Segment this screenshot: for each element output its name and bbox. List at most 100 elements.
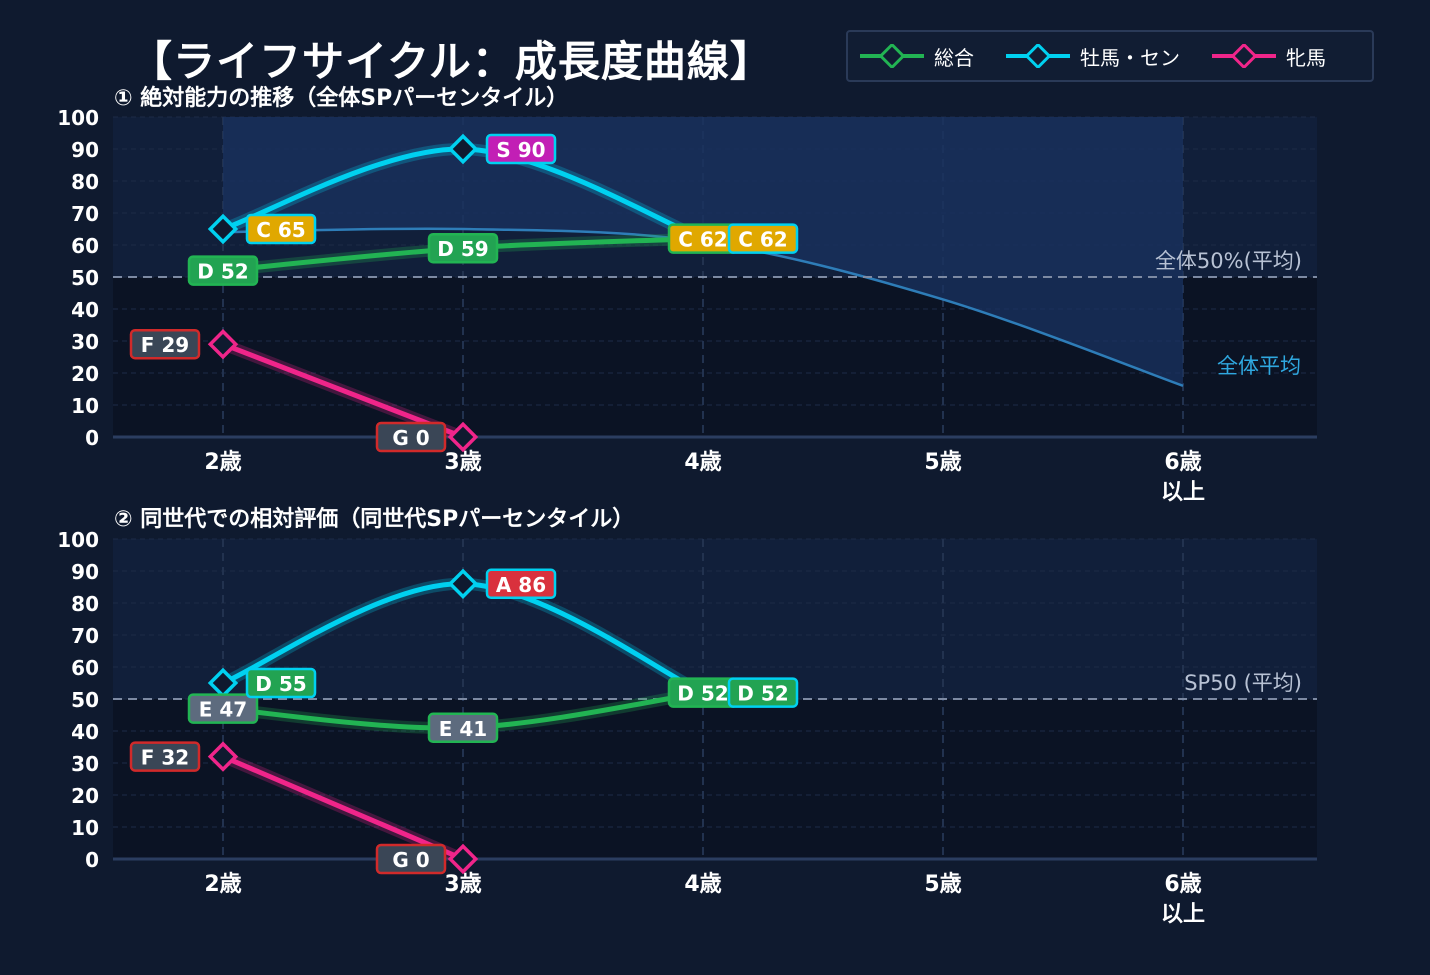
- data-point-marker: [447, 133, 479, 165]
- data-label-text: E 41: [439, 717, 487, 741]
- legend-female-marker-icon: [1212, 44, 1276, 68]
- data-label: A 86: [485, 568, 557, 600]
- data-label: D 52: [187, 255, 259, 286]
- y-tick-label: 80: [71, 592, 99, 616]
- data-label-box: [245, 667, 317, 699]
- x-tick-label: 6歳: [1164, 450, 1201, 475]
- data-label-text: D 52: [677, 682, 728, 706]
- data-label-box: [375, 421, 447, 453]
- legend-male-marker-icon: [1006, 44, 1070, 68]
- data-label: G 0: [375, 843, 447, 875]
- y-tick-label: 50: [71, 266, 99, 290]
- x-tick-label: 2歳: [204, 872, 241, 897]
- data-label-text: C 65: [256, 218, 305, 242]
- data-label-box: [375, 843, 447, 875]
- data-point-marker: [447, 421, 479, 453]
- legend-item-female: 牝馬: [1212, 42, 1326, 71]
- data-label-box: [485, 133, 557, 165]
- data-label-text: D 59: [437, 237, 488, 261]
- x-tick-label: 以上: [1161, 480, 1205, 505]
- legend: 総合 牡馬・セン 牝馬: [846, 30, 1374, 82]
- data-label-box: [427, 232, 499, 264]
- y-tick-label: 40: [71, 298, 99, 322]
- data-label-text: D 55: [255, 672, 306, 696]
- data-label-text: F 32: [141, 746, 189, 770]
- data-label-box: [187, 693, 259, 724]
- x-tick-label: 5歳: [924, 872, 961, 897]
- average-area: [223, 117, 1183, 386]
- y-tick-label: 30: [71, 752, 99, 776]
- legend-overall-marker-icon: [860, 44, 924, 68]
- x-tick-label: 6歳: [1164, 872, 1201, 897]
- data-label-box: [129, 741, 201, 772]
- data-label-text: C 62: [738, 228, 787, 252]
- data-point-marker: [207, 213, 239, 245]
- y-tick-label: 20: [71, 784, 99, 808]
- data-label: D 52: [667, 677, 739, 708]
- reference-line-label: SP50 (平均): [1184, 671, 1302, 695]
- data-point-marker: [207, 667, 239, 699]
- legend-label-male: 牡馬・セン: [1080, 45, 1180, 70]
- y-tick-label: 60: [71, 234, 99, 258]
- y-tick-label: 10: [71, 394, 99, 418]
- y-tick-label: 80: [71, 170, 99, 194]
- y-tick-label: 70: [71, 624, 99, 648]
- y-tick-label: 0: [85, 426, 99, 450]
- chart-title: 【ライフサイクル：成長度曲線】: [130, 37, 773, 86]
- data-label: C 62: [727, 223, 799, 254]
- data-label-box: [727, 223, 799, 254]
- y-tick-label: 0: [85, 848, 99, 872]
- y-tick-label: 50: [71, 688, 99, 712]
- data-point-marker: [447, 843, 479, 875]
- y-tick-label: 70: [71, 202, 99, 226]
- panel1-title: ① 絶対能力の推移（全体SPパーセンタイル）: [114, 86, 569, 111]
- y-tick-label: 90: [71, 138, 99, 162]
- data-label: D 55: [245, 667, 317, 699]
- data-label: E 47: [187, 693, 259, 724]
- legend-item-overall: 総合: [860, 42, 974, 71]
- y-tick-label: 40: [71, 720, 99, 744]
- y-tick-label: 100: [57, 106, 99, 130]
- legend-item-male: 牡馬・セン: [1006, 42, 1180, 71]
- x-tick-label: 3歳: [444, 872, 481, 897]
- data-label: G 0: [375, 421, 447, 453]
- y-tick-label: 30: [71, 330, 99, 354]
- data-label: F 29: [129, 328, 201, 360]
- data-label-text: D 52: [197, 260, 248, 284]
- data-point-marker: [207, 328, 239, 360]
- x-tick-label: 5歳: [924, 450, 961, 475]
- legend-label-overall: 総合: [934, 45, 974, 70]
- x-tick-label: 3歳: [444, 450, 481, 475]
- data-label-text: F 29: [141, 333, 189, 357]
- data-label-text: S 90: [496, 138, 545, 162]
- average-curve-label: 全体平均: [1217, 354, 1301, 378]
- y-tick-label: 20: [71, 362, 99, 386]
- y-tick-label: 60: [71, 656, 99, 680]
- data-label-box: [129, 328, 201, 360]
- data-label: F 32: [129, 741, 201, 772]
- panel2-title: ② 同世代での相対評価（同世代SPパーセンタイル）: [114, 507, 635, 532]
- data-label-box: [245, 213, 317, 245]
- data-label-text: E 47: [199, 698, 247, 722]
- data-label-box: [427, 712, 499, 744]
- y-tick-label: 100: [57, 528, 99, 552]
- data-label-text: A 86: [496, 573, 546, 597]
- data-label: S 90: [485, 133, 557, 165]
- data-label-text: G 0: [392, 426, 429, 450]
- data-label-box: [485, 568, 557, 600]
- x-tick-label: 4歳: [684, 872, 721, 897]
- y-tick-label: 90: [71, 560, 99, 584]
- data-point-marker: [207, 741, 239, 772]
- data-label: D 59: [427, 232, 499, 264]
- reference-line-label: 全体50%(平均): [1155, 249, 1302, 273]
- data-label: E 41: [427, 712, 499, 744]
- x-tick-label: 以上: [1161, 902, 1205, 927]
- data-label: D 52: [727, 677, 799, 708]
- data-label-box: [187, 255, 259, 286]
- x-tick-label: 4歳: [684, 450, 721, 475]
- data-label-text: D 52: [737, 682, 788, 706]
- data-point-marker: [447, 568, 479, 600]
